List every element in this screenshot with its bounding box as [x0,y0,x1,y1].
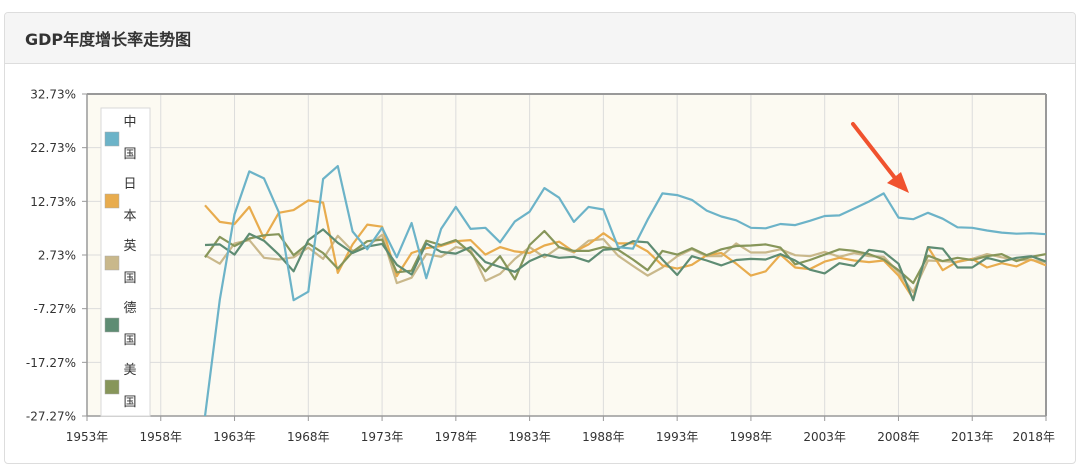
x-tick-label: 1963年 [213,430,256,444]
x-tick-label: 1983年 [508,430,551,444]
legend-swatch [104,193,120,209]
x-tick-label: 2003年 [803,430,846,444]
y-tick-label: 2.73% [38,249,76,263]
legend-swatch [104,131,120,147]
arrow-shaft [851,122,897,180]
x-tick-label: 1978年 [435,430,478,444]
x-tick-label: 1993年 [656,430,699,444]
arrow-head [887,172,909,193]
x-tick-label: 2008年 [877,430,920,444]
series-line-5 [204,229,1046,285]
x-tick-label: 1973年 [361,430,404,444]
legend-swatch [104,317,120,333]
legend-label-char: 德 [123,301,136,316]
legend-label-char: 中 [123,115,136,130]
annotation-arrow [851,122,909,193]
y-tick-label: -7.27% [34,302,76,316]
y-tick-label: -17.27% [26,356,76,370]
y-tick-label: 32.73% [30,88,76,102]
legend-label-char: 美 [123,363,136,378]
panel-title: GDP年度增长率走势图 [25,30,192,49]
legend-swatch [104,255,120,271]
legend-label-char: 国 [123,271,136,286]
legend-label-char: 国 [123,395,136,410]
y-tick-label: 12.73% [30,195,76,209]
legend-label-char: 国 [123,333,136,348]
y-tick-label: 22.73% [30,141,76,155]
x-tick-label: 1998年 [730,430,773,444]
x-tick-label: 1988年 [582,430,625,444]
legend-label-char: 国 [123,147,136,162]
panel-header: GDP年度增长率走势图 [5,13,1075,64]
series-line-1 [203,165,1046,416]
x-tick-label: 2013年 [951,430,994,444]
legend-label-char: 本 [123,209,136,224]
x-tick-label: 1953年 [66,430,109,444]
legend-label-char: 日 [123,177,136,192]
series-line-4 [204,228,1046,302]
x-tick-label: 1968年 [287,430,330,444]
legend-swatch [104,379,120,395]
x-tick-label: 2018年 [1012,430,1055,444]
legend-label-char: 英 [123,239,136,254]
y-tick-label: -27.27% [26,410,76,424]
x-tick-label: 1958年 [139,430,182,444]
